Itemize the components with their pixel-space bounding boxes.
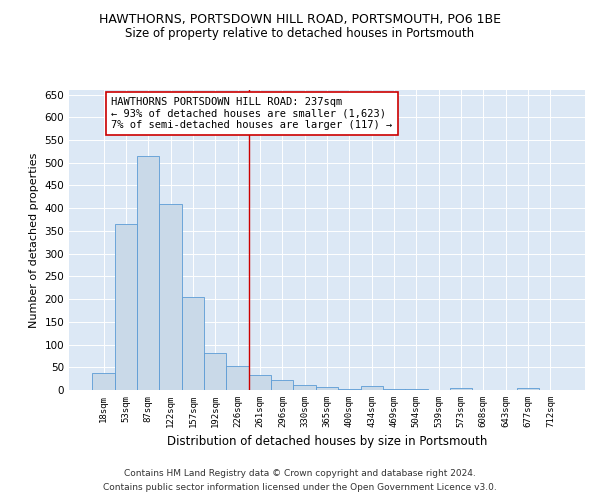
Bar — [361, 386, 383, 390]
Bar — [226, 366, 249, 390]
Bar — [517, 388, 539, 390]
Text: HAWTHORNS, PORTSDOWN HILL ROAD, PORTSMOUTH, PO6 1BE: HAWTHORNS, PORTSDOWN HILL ROAD, PORTSMOU… — [99, 12, 501, 26]
Bar — [137, 156, 160, 390]
Bar — [293, 385, 316, 390]
Text: Contains public sector information licensed under the Open Government Licence v3: Contains public sector information licen… — [103, 484, 497, 492]
Bar — [182, 298, 204, 390]
Bar — [405, 388, 428, 390]
Bar — [383, 388, 405, 390]
Bar — [204, 352, 226, 390]
Bar — [160, 204, 182, 390]
Bar — [450, 388, 472, 390]
Text: Contains HM Land Registry data © Crown copyright and database right 2024.: Contains HM Land Registry data © Crown c… — [124, 468, 476, 477]
Bar — [92, 373, 115, 390]
Bar — [338, 388, 361, 390]
Bar — [316, 387, 338, 390]
Y-axis label: Number of detached properties: Number of detached properties — [29, 152, 39, 328]
Bar — [249, 374, 271, 390]
X-axis label: Distribution of detached houses by size in Portsmouth: Distribution of detached houses by size … — [167, 436, 487, 448]
Bar — [115, 224, 137, 390]
Text: Size of property relative to detached houses in Portsmouth: Size of property relative to detached ho… — [125, 28, 475, 40]
Text: HAWTHORNS PORTSDOWN HILL ROAD: 237sqm
← 93% of detached houses are smaller (1,62: HAWTHORNS PORTSDOWN HILL ROAD: 237sqm ← … — [112, 97, 392, 130]
Bar — [271, 380, 293, 390]
